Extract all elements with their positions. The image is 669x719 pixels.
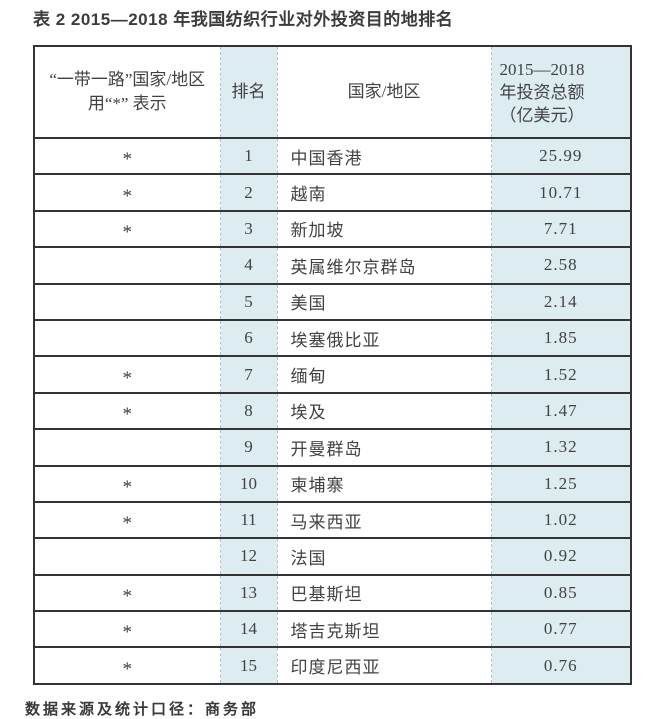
belt-road-marker-cell <box>34 282 220 320</box>
data-source-note: 数据来源及统计口径：商务部 <box>25 701 260 718</box>
belt-road-marker-cell: * <box>34 391 220 430</box>
country-cell: 中国香港 <box>276 136 491 175</box>
rank-cell: 6 <box>219 318 277 357</box>
column-header-country: 国家/地区 <box>276 45 491 138</box>
belt-road-marker-cell: * <box>34 646 220 684</box>
amount-cell: 1.25 <box>490 464 631 502</box>
table-row: * 8 埃及 1.47 <box>34 391 631 430</box>
country-cell: 塔吉克斯坦 <box>276 610 491 648</box>
amount-cell: 10.71 <box>490 173 631 211</box>
country-cell: 美国 <box>276 282 491 320</box>
country-cell: 缅甸 <box>276 355 491 393</box>
rank-cell: 10 <box>219 464 277 502</box>
rank-cell: 9 <box>219 428 277 466</box>
amount-cell: 7.71 <box>490 209 631 248</box>
table-title: 表 2 2015—2018 年我国纺织行业对外投资目的地排名 <box>33 10 454 29</box>
belt-road-marker-cell <box>34 537 220 575</box>
amount-cell: 0.77 <box>490 610 631 648</box>
country-cell: 柬埔寨 <box>276 464 491 502</box>
belt-road-marker-cell: * <box>34 500 220 539</box>
rank-cell: 2 <box>219 173 277 211</box>
belt-road-marker-cell: * <box>34 573 220 612</box>
rank-cell: 12 <box>219 537 277 575</box>
country-cell: 印度尼西亚 <box>276 646 491 684</box>
belt-road-marker-cell: * <box>34 355 220 393</box>
table-row: * 10 柬埔寨 1.25 <box>34 464 631 502</box>
rank-cell: 5 <box>219 282 277 320</box>
table-row: * 15 印度尼西亚 0.76 <box>34 646 631 684</box>
country-cell: 埃及 <box>276 391 491 430</box>
rank-cell: 1 <box>219 136 277 175</box>
table-row: * 13 巴基斯坦 0.85 <box>34 573 631 612</box>
rank-cell: 14 <box>219 610 277 648</box>
column-header-rank: 排名 <box>219 45 277 138</box>
table-header: “一带一路”国家/地区 用“*” 表示 排名 国家/地区 2015—2018 年… <box>34 45 631 138</box>
table-row: 4 英属维尔京群岛 2.58 <box>34 246 631 284</box>
header-row: “一带一路”国家/地区 用“*” 表示 排名 国家/地区 2015—2018 年… <box>34 45 631 138</box>
country-cell: 埃塞俄比亚 <box>276 318 491 357</box>
table-row: 6 埃塞俄比亚 1.85 <box>34 318 631 357</box>
column-header-belt-road-marker: “一带一路”国家/地区 用“*” 表示 <box>34 45 220 138</box>
amount-cell: 1.85 <box>490 318 631 357</box>
table-row: * 7 缅甸 1.52 <box>34 355 631 393</box>
amount-cell: 2.14 <box>490 282 631 320</box>
belt-road-marker-cell <box>34 428 220 466</box>
rank-cell: 15 <box>219 646 277 684</box>
belt-road-marker-cell: * <box>34 464 220 502</box>
rank-cell: 3 <box>219 209 277 248</box>
rank-cell: 4 <box>219 246 277 284</box>
belt-road-marker-cell <box>34 318 220 357</box>
country-cell: 马来西亚 <box>276 500 491 539</box>
table-row: 9 开曼群岛 1.32 <box>34 428 631 466</box>
country-cell: 开曼群岛 <box>276 428 491 466</box>
amount-cell: 1.32 <box>490 428 631 466</box>
table-row: * 1 中国香港 25.99 <box>34 136 631 175</box>
rank-cell: 7 <box>219 355 277 393</box>
amount-cell: 0.85 <box>490 573 631 612</box>
rank-cell: 8 <box>219 391 277 430</box>
amount-cell: 1.47 <box>490 391 631 430</box>
amount-cell: 1.52 <box>490 355 631 393</box>
rank-cell: 13 <box>219 573 277 612</box>
table-row: * 3 新加坡 7.71 <box>34 209 631 248</box>
belt-road-marker-cell: * <box>34 173 220 211</box>
belt-road-marker-cell: * <box>34 610 220 648</box>
amount-cell: 0.76 <box>490 646 631 684</box>
table-row: * 14 塔吉克斯坦 0.77 <box>34 610 631 648</box>
belt-road-marker-cell: * <box>34 209 220 248</box>
document-page: 表 2 2015—2018 年我国纺织行业对外投资目的地排名 “一带一路”国家/… <box>0 8 669 718</box>
rank-cell: 11 <box>219 500 277 539</box>
table-row: 12 法国 0.92 <box>34 537 631 575</box>
amount-cell: 0.92 <box>490 537 631 575</box>
table-row: * 2 越南 10.71 <box>34 173 631 211</box>
country-cell: 越南 <box>276 173 491 211</box>
country-cell: 英属维尔京群岛 <box>276 246 491 284</box>
country-cell: 巴基斯坦 <box>276 573 491 612</box>
belt-road-marker-cell: * <box>34 136 220 175</box>
column-header-amount: 2015—2018 年投资总额 （亿美元） <box>490 45 631 138</box>
table-row: * 11 马来西亚 1.02 <box>34 500 631 539</box>
amount-cell: 1.02 <box>490 500 631 539</box>
amount-cell: 2.58 <box>490 246 631 284</box>
country-cell: 新加坡 <box>276 209 491 248</box>
amount-cell: 25.99 <box>490 136 631 175</box>
investment-ranking-table: “一带一路”国家/地区 用“*” 表示 排名 国家/地区 2015—2018 年… <box>33 45 632 685</box>
belt-road-marker-cell <box>34 246 220 284</box>
country-cell: 法国 <box>276 537 491 575</box>
table-body: * 1 中国香港 25.99 * 2 越南 10.71 * 3 新加坡 7.71 4 英属维尔京群岛 2.5… <box>34 136 631 684</box>
table-row: 5 美国 2.14 <box>34 282 631 320</box>
